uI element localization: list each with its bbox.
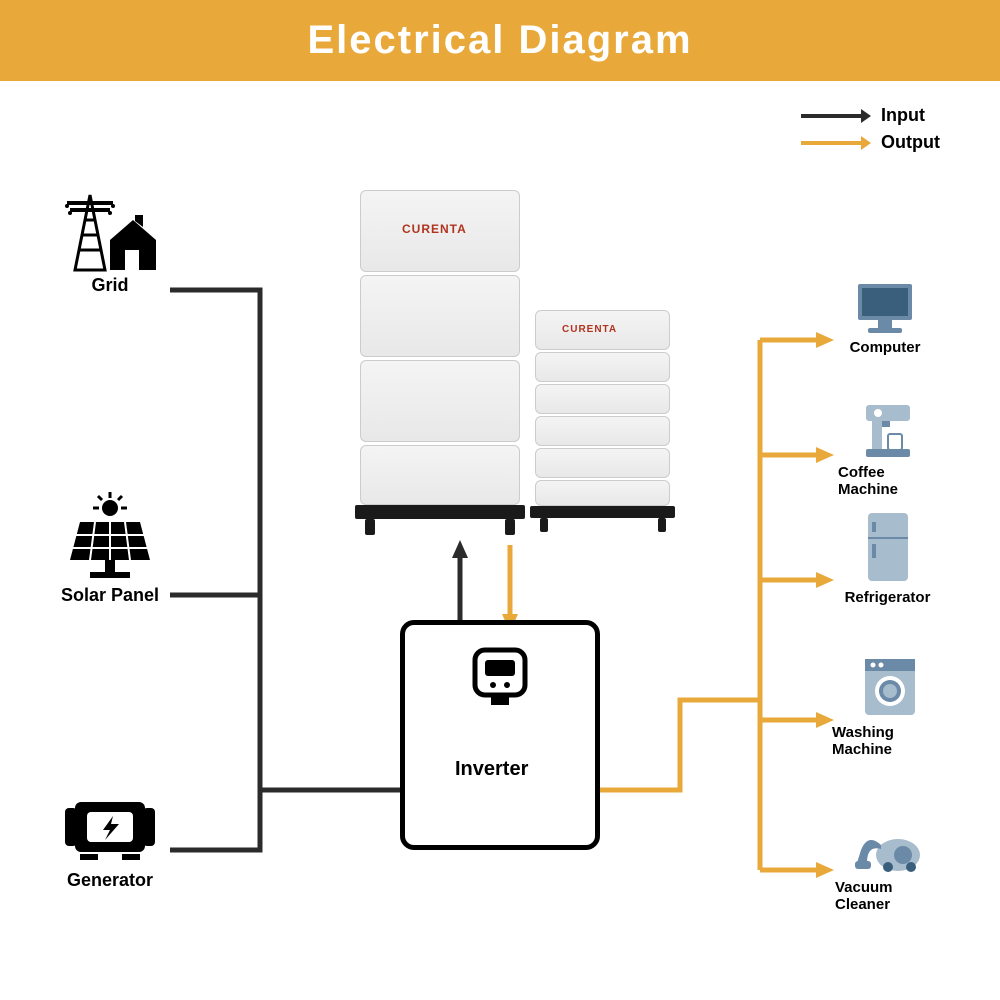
- washer-label: Washing Machine: [832, 724, 947, 758]
- coffee-node: Coffee Machine: [838, 400, 938, 498]
- computer-label: Computer: [850, 339, 921, 356]
- computer-icon: [850, 280, 920, 335]
- fridge-node: Refrigerator: [840, 510, 935, 606]
- coffee-machine-icon: [858, 400, 918, 460]
- inverter-box: [400, 620, 600, 850]
- legend-output-line: [801, 141, 861, 145]
- vacuum-label: Vacuum Cleaner: [835, 879, 945, 913]
- legend-input-label: Input: [881, 105, 925, 126]
- brand-label-2: CURENTA: [562, 324, 617, 335]
- brand-label-1: CURENTA: [402, 222, 467, 236]
- grid-icon: [55, 185, 165, 275]
- vacuum-node: Vacuum Cleaner: [835, 815, 945, 913]
- inverter-icon: [405, 635, 595, 735]
- washing-machine-icon: [859, 655, 921, 720]
- generator-icon: [55, 790, 165, 870]
- legend: Input Output: [801, 105, 940, 159]
- grid-label: Grid: [91, 275, 128, 296]
- fridge-label: Refrigerator: [845, 589, 931, 606]
- generator-label: Generator: [67, 870, 153, 891]
- legend-input: Input: [801, 105, 940, 126]
- vacuum-cleaner-icon: [853, 815, 928, 875]
- legend-input-line: [801, 114, 861, 118]
- washer-node: Washing Machine: [832, 655, 947, 758]
- generator-node: Generator: [50, 790, 170, 891]
- grid-node: Grid: [50, 185, 170, 296]
- inverter-label: Inverter: [455, 758, 528, 781]
- solar-panel-icon: [55, 490, 165, 585]
- computer-node: Computer: [840, 280, 930, 356]
- coffee-label: Coffee Machine: [838, 464, 938, 498]
- legend-output-label: Output: [881, 132, 940, 153]
- solar-label: Solar Panel: [61, 585, 159, 606]
- solar-node: Solar Panel: [50, 490, 170, 606]
- legend-output: Output: [801, 132, 940, 153]
- refrigerator-icon: [860, 510, 915, 585]
- page-title: Electrical Diagram: [0, 0, 1000, 81]
